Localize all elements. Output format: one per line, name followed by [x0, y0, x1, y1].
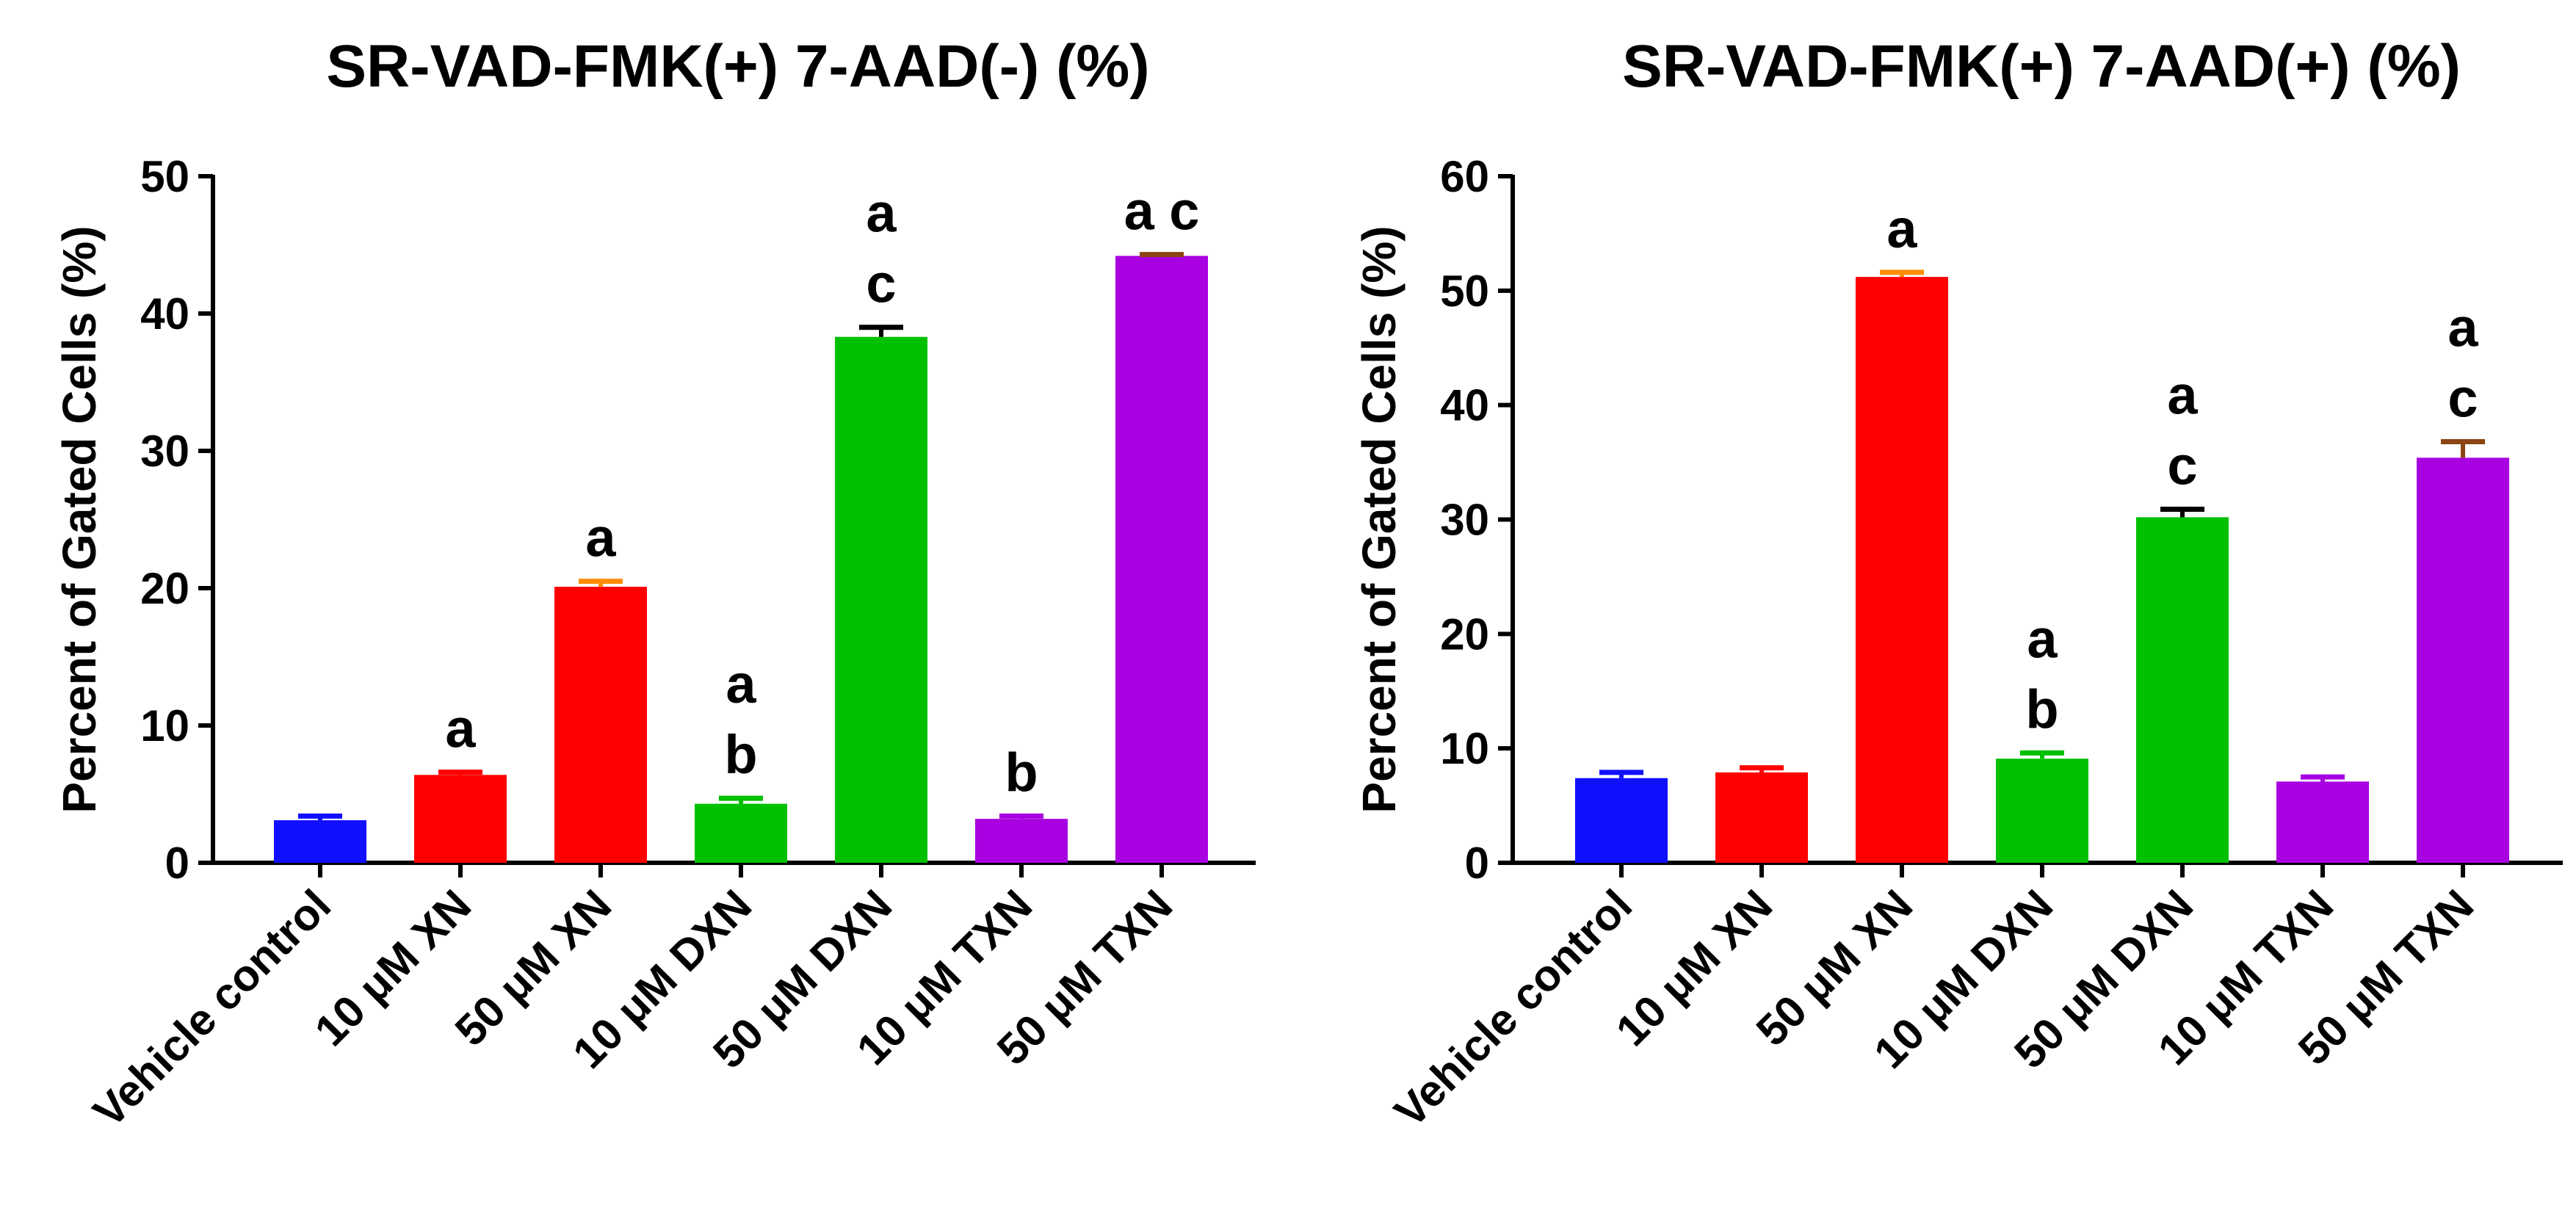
bar	[975, 819, 1068, 863]
y-tick-label: 40	[1440, 381, 1489, 430]
y-tick-label: 50	[140, 152, 189, 201]
y-tick-label: 30	[140, 427, 189, 476]
significance-label: a	[726, 654, 756, 714]
y-tick-label: 10	[1440, 724, 1489, 773]
y-axis-label: Percent of Gated Cells (%)	[53, 225, 106, 813]
bar	[2276, 781, 2369, 863]
significance-label: b	[2025, 678, 2058, 739]
y-tick-label: 20	[140, 564, 189, 613]
bar	[835, 336, 927, 863]
bar	[2417, 457, 2509, 863]
significance-label: c	[2167, 435, 2197, 496]
significance-label: a	[2447, 297, 2478, 358]
chart-title: SR-VAD-FMK(+) 7-AAD(+) (%)	[1622, 33, 2461, 100]
bar	[695, 803, 787, 863]
y-tick-label: 0	[165, 839, 189, 888]
bar	[1996, 759, 2088, 863]
significance-label: a	[445, 698, 476, 759]
bar	[1856, 277, 1948, 864]
significance-label: c	[2447, 368, 2478, 429]
significance-label: a	[1886, 198, 1917, 259]
chart-title: SR-VAD-FMK(+) 7-AAD(-) (%)	[326, 33, 1149, 100]
y-tick-label: 30	[1440, 496, 1489, 545]
bar	[1115, 256, 1208, 864]
bar	[554, 587, 647, 863]
bar	[1715, 772, 1808, 863]
chart-2: SR-VAD-FMK(+) 7-AAD(+) (%) Percent of Gat…	[1353, 33, 2563, 1137]
y-axis-label: Percent of Gated Cells (%)	[1353, 225, 1405, 813]
y-tick-label: 60	[1440, 152, 1489, 201]
significance-label: a c	[1124, 181, 1200, 242]
bar	[1575, 778, 1668, 863]
y-tick-label: 0	[1465, 839, 1489, 888]
significance-label: c	[866, 253, 896, 314]
y-tick-label: 20	[1440, 609, 1489, 659]
bar	[274, 820, 366, 863]
y-tick-label: 40	[140, 289, 189, 339]
significance-label: a	[866, 183, 897, 244]
y-tick-label: 10	[140, 701, 189, 750]
bar	[414, 775, 507, 863]
significance-label: a	[2027, 608, 2058, 669]
significance-label: b	[724, 724, 757, 785]
x-tick-label: Vehicle control	[1385, 880, 1641, 1137]
y-tick-label: 50	[1440, 267, 1489, 316]
significance-label: b	[1005, 742, 1038, 803]
chart-1: SR-VAD-FMK(+) 7-AAD(-) (%) Percent of Gat…	[53, 33, 1256, 1137]
significance-label: a	[2167, 364, 2198, 425]
bar	[2136, 517, 2229, 863]
x-tick-label: Vehicle control	[84, 880, 340, 1137]
significance-label: a	[585, 507, 616, 568]
